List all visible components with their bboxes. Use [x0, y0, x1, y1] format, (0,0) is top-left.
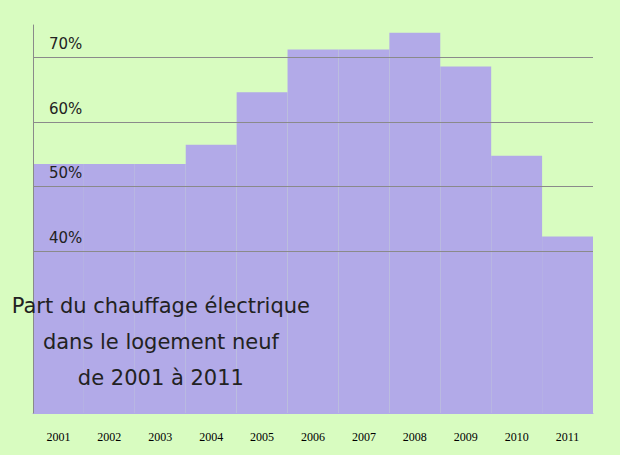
svg-text:2009: 2009	[454, 430, 478, 444]
svg-text:2001: 2001	[46, 430, 70, 444]
svg-text:2005: 2005	[250, 430, 274, 444]
svg-text:2011: 2011	[556, 430, 580, 444]
svg-text:40%: 40%	[49, 229, 82, 247]
svg-text:2007: 2007	[352, 430, 376, 444]
svg-text:60%: 60%	[49, 100, 82, 118]
svg-text:2002: 2002	[97, 430, 121, 444]
svg-text:2004: 2004	[199, 430, 223, 444]
svg-text:50%: 50%	[49, 164, 82, 182]
svg-text:2006: 2006	[301, 430, 325, 444]
svg-text:2003: 2003	[148, 430, 172, 444]
svg-text:2008: 2008	[403, 430, 427, 444]
svg-text:de 2001 à 2011: de 2001 à 2011	[78, 366, 244, 390]
svg-text:70%: 70%	[49, 35, 82, 53]
svg-text:dans le logement neuf: dans le logement neuf	[43, 330, 280, 354]
svg-text:Part du chauffage électrique: Part du chauffage électrique	[12, 294, 310, 318]
svg-text:2010: 2010	[505, 430, 529, 444]
